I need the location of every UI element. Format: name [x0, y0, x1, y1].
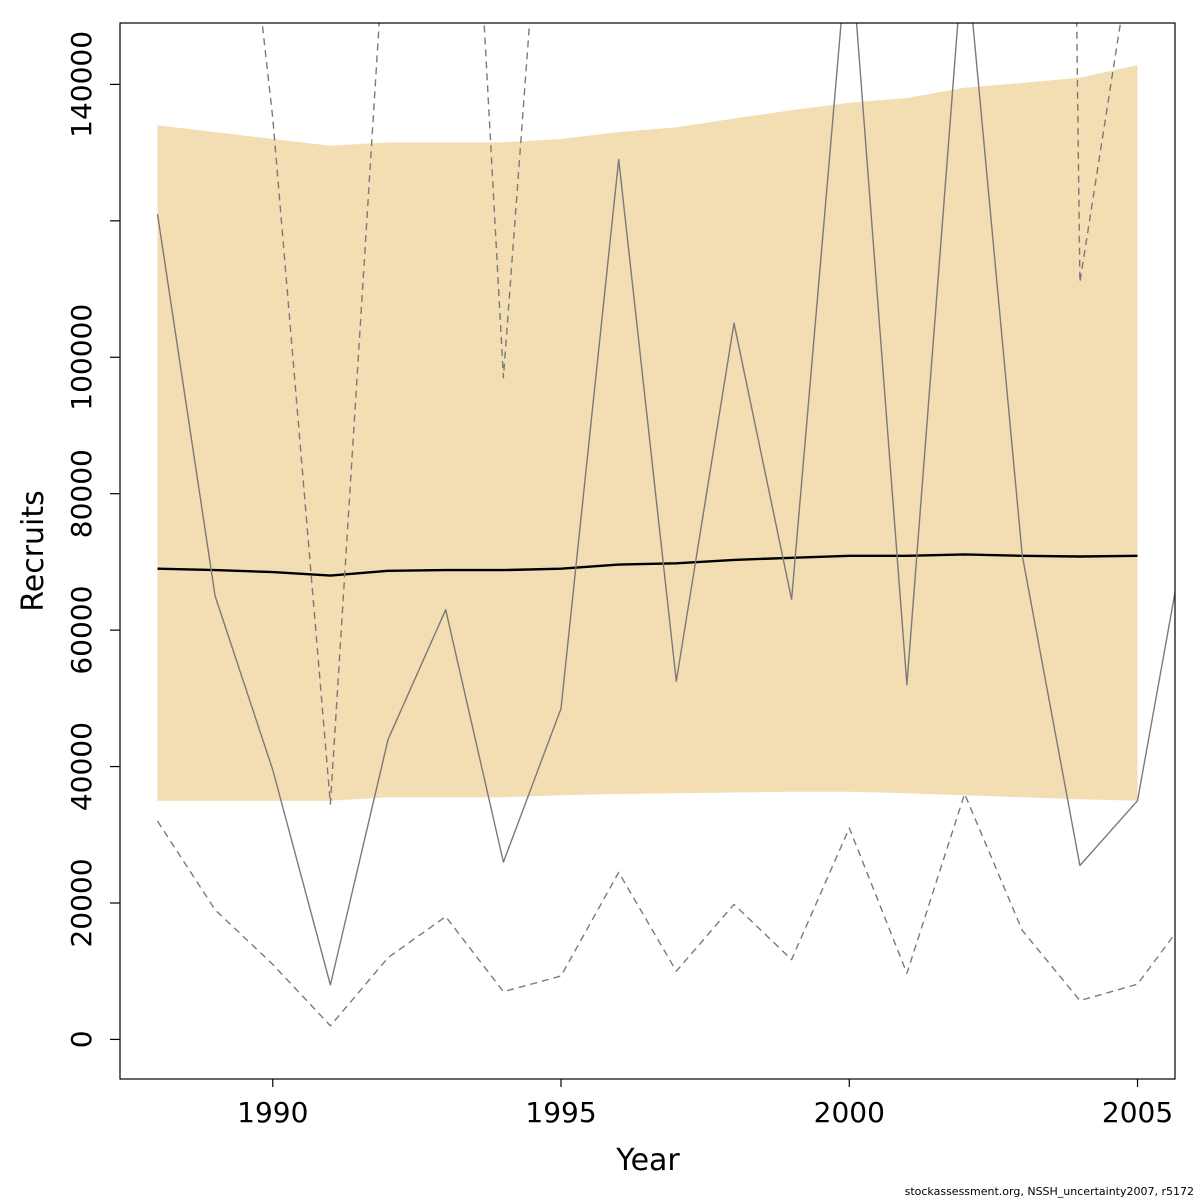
y-tick-label: 0 [65, 1030, 98, 1048]
x-tick-label: 1995 [525, 1096, 596, 1129]
y-tick-label: 80000 [65, 449, 98, 538]
series-line-sample-ci-upper [261, 23, 1122, 805]
footer-credit: stockassessment.org, NSSH_uncertainty200… [904, 1185, 1194, 1198]
series-line-sample [156, 23, 1175, 986]
y-tick-label: 100000 [65, 304, 98, 411]
plot-frame [119, 22, 1176, 1080]
y-tick-label: 20000 [65, 858, 98, 947]
series-line-sample-ci-lower [156, 793, 1175, 1027]
y-axis-title: Recruits [16, 490, 51, 612]
x-axis-title: Year [615, 1143, 680, 1178]
series-line-median [157, 553, 1138, 577]
x-tick-label: 2005 [1102, 1096, 1173, 1129]
x-tick-label: 1990 [237, 1096, 308, 1129]
y-tick-label: 40000 [65, 722, 98, 811]
x-tick-label: 2000 [814, 1096, 885, 1129]
confidence-band [157, 65, 1138, 801]
y-tick-label: 140000 [65, 31, 98, 138]
y-tick-label: 60000 [65, 586, 98, 675]
